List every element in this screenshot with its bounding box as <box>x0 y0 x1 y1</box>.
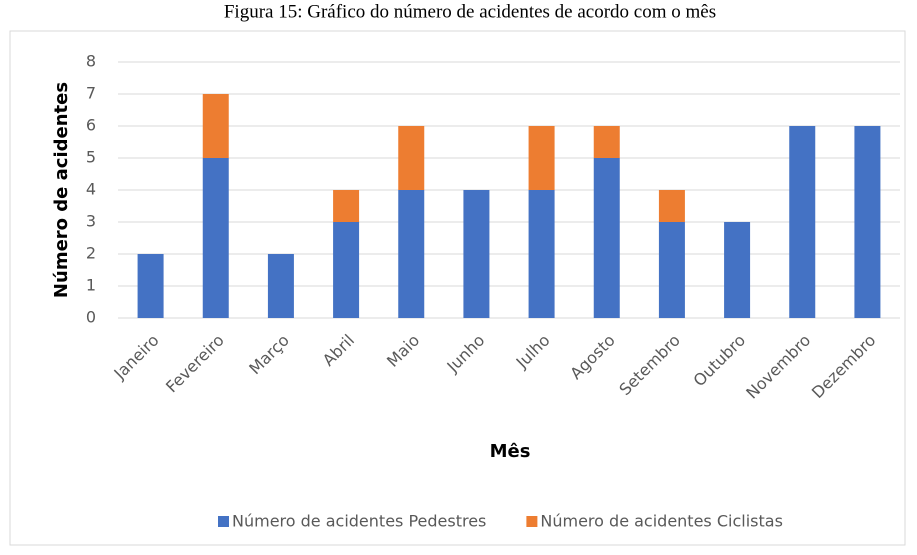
bar-segment <box>593 126 620 158</box>
y-tick-label: 7 <box>86 84 96 103</box>
bar-segment <box>593 158 620 318</box>
y-tick-label: 5 <box>86 148 96 167</box>
bar-segment <box>724 222 751 318</box>
bar-segment <box>398 190 425 318</box>
legend-swatch <box>526 516 538 527</box>
chart-title: Figura 15: Gráfico do número de acidente… <box>224 1 716 22</box>
y-tick-label: 4 <box>86 180 96 199</box>
bar-segment <box>267 254 294 318</box>
bar-segment <box>463 190 490 318</box>
bar-segment <box>789 126 816 318</box>
y-tick-label: 8 <box>86 52 96 71</box>
legend-swatch <box>218 516 229 527</box>
legend-label: Número de acidentes Ciclistas <box>540 512 783 531</box>
y-tick-label: 3 <box>86 212 96 231</box>
bar-segment <box>658 190 685 222</box>
bar-segment <box>333 190 360 222</box>
bar-segment <box>202 158 229 318</box>
y-tick-label: 0 <box>86 308 96 327</box>
bar-segment <box>528 190 555 318</box>
y-tick-label: 1 <box>86 276 96 295</box>
bar-segment <box>333 222 360 318</box>
y-tick-label: 6 <box>86 116 96 135</box>
bar-segment <box>658 222 685 318</box>
bar-segment <box>398 126 425 190</box>
legend-label: Número de acidentes Pedestres <box>232 512 486 531</box>
bar-segment <box>202 94 229 158</box>
bar-segment <box>528 126 555 190</box>
y-tick-label: 2 <box>86 244 96 263</box>
bar-segment <box>854 126 881 318</box>
bar-segment <box>137 254 164 318</box>
x-axis-title: Mês <box>490 441 531 462</box>
y-axis-title: Número de acidentes <box>51 82 72 298</box>
